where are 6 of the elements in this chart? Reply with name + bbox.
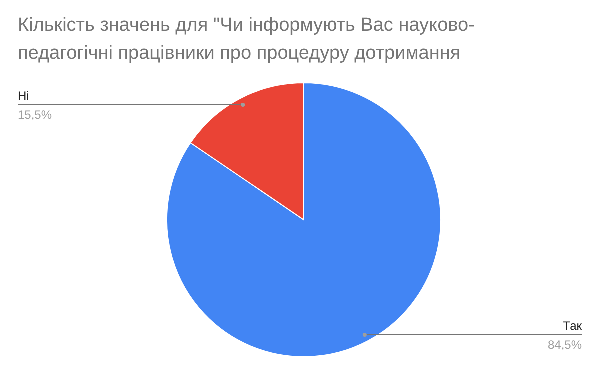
chart-title: Кількість значень для "Чи інформують Вас науково-педагогічні працівники про процедуру дотримання bbox=[18, 14, 476, 66]
slice-label: Так bbox=[563, 319, 583, 334]
data-label: 15,5% bbox=[18, 108, 52, 122]
data-label: 84,5% bbox=[548, 338, 582, 352]
pie-slice bbox=[166, 82, 442, 358]
slice-label: Ні bbox=[18, 88, 30, 103]
